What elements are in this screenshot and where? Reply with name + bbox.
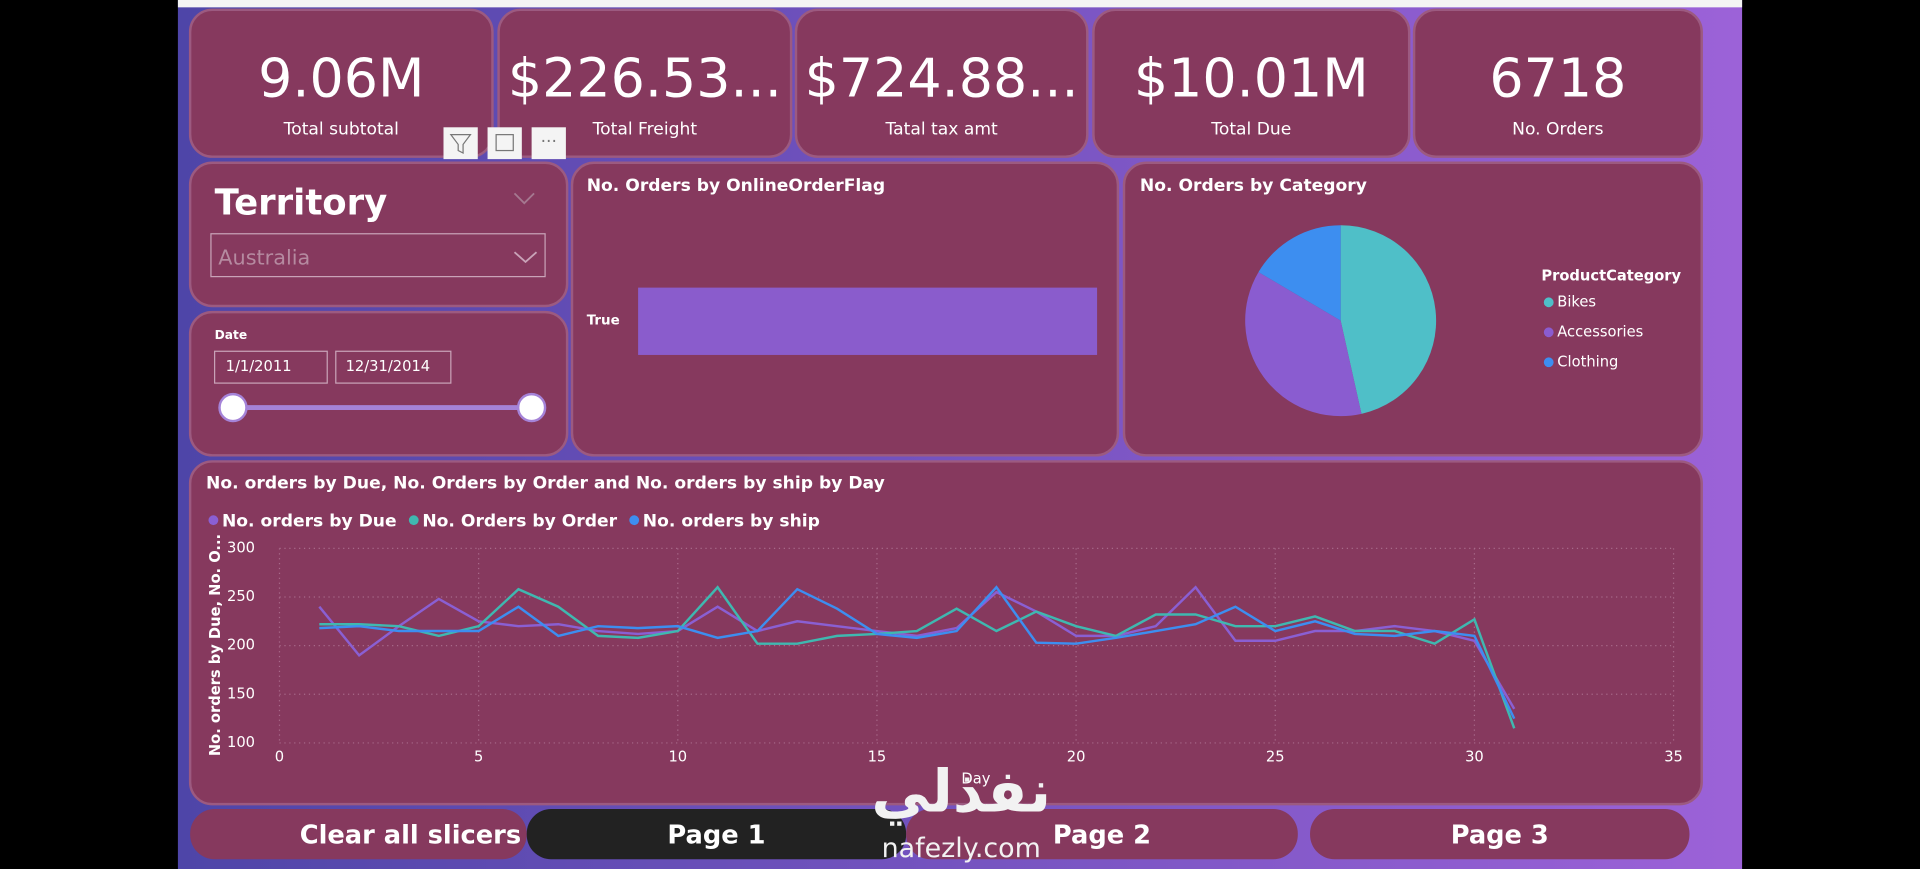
x-tick-label: 20 <box>1067 749 1086 766</box>
filter-icon[interactable] <box>443 127 478 160</box>
date-title: Date <box>215 328 248 342</box>
y-tick-label: 150 <box>227 685 255 702</box>
legend-title: ProductCategory <box>1541 268 1681 285</box>
pie-slice <box>1340 225 1437 414</box>
dropdown[interactable] <box>210 233 546 278</box>
line-series <box>318 585 1516 710</box>
x-tick-label: 5 <box>474 749 483 766</box>
legend-label: Bikes <box>1557 293 1596 310</box>
date-end[interactable]: 12/31/2014 <box>346 358 431 375</box>
nav-button[interactable]: Page 3 <box>1310 809 1690 860</box>
kpi-label: No. Orders <box>1512 120 1604 140</box>
line-series <box>319 585 1516 729</box>
legend-dot <box>1543 297 1554 308</box>
y-tick-label: 200 <box>227 637 255 654</box>
legend-label: No. Orders by Order <box>422 511 617 531</box>
x-tick-label: 15 <box>868 749 887 766</box>
nav-button[interactable]: Page 2 <box>906 809 1298 860</box>
more-icon[interactable] <box>531 127 566 160</box>
x-tick-label: 0 <box>275 749 284 766</box>
nav-button[interactable]: Clear all slicers <box>190 809 527 860</box>
kpi-label: Total Freight <box>592 120 698 140</box>
x-tick-label: 35 <box>1664 749 1683 766</box>
nav-button[interactable]: Page 1 <box>526 809 907 860</box>
x-tick-label: 30 <box>1465 749 1484 766</box>
x-tick-label: 25 <box>1266 749 1285 766</box>
plot: TrueBikesAccessoriesClothing100150200250… <box>208 225 1683 766</box>
watermark-logo: نفذلي <box>871 757 1051 827</box>
watermark-site: nafezly.com <box>882 833 1041 864</box>
x-tick-label: 10 <box>668 749 687 766</box>
date-end-box[interactable] <box>335 350 452 384</box>
kpi-label: Total subtotal <box>283 120 399 140</box>
legend-label: No. orders by Due <box>222 511 397 531</box>
x-axis-title: Day <box>961 771 990 788</box>
dropdown-value[interactable]: Australia <box>218 245 310 269</box>
dropdown-arrow <box>513 251 538 264</box>
bar-category: True <box>587 314 620 329</box>
focus-glyph <box>495 134 514 152</box>
legend-dot <box>629 515 640 526</box>
slider-handle[interactable] <box>516 392 547 423</box>
button-label: Page 3 <box>1451 820 1549 850</box>
card <box>794 8 1089 158</box>
slicer-title: Territory <box>215 182 388 223</box>
pie-slice <box>1245 272 1362 417</box>
kpi-value: $226.53... <box>508 47 782 110</box>
kpi-label: Tatal tax amt <box>885 120 998 140</box>
more-glyph: ··· <box>541 132 557 152</box>
line-series <box>319 585 1516 720</box>
legend-label: Clothing <box>1557 353 1618 370</box>
card <box>497 8 793 158</box>
kpi-value: 6718 <box>1489 47 1626 110</box>
top-strip <box>177 0 1743 8</box>
kpi-value: 9.06M <box>258 47 424 110</box>
pie-title: No. Orders by Category <box>1140 176 1367 196</box>
date-start[interactable]: 1/1/2011 <box>226 358 292 375</box>
button-label: Page 2 <box>1053 820 1151 850</box>
pie-slice <box>1258 225 1341 321</box>
button-bg <box>1310 809 1690 860</box>
legend-label: No. orders by ship <box>643 511 820 531</box>
kpi-label: Total Due <box>1210 120 1291 140</box>
legend-label: Accessories <box>1557 323 1643 340</box>
kpi-value: $724.88... <box>805 47 1079 110</box>
y-axis-title: No. orders by Due, No. O... <box>207 534 224 756</box>
button-bg <box>190 809 527 860</box>
collapse-icon[interactable] <box>513 192 535 205</box>
bar-title: No. Orders by OnlineOrderFlag <box>587 176 885 196</box>
bar <box>638 287 1098 355</box>
legend-dot <box>408 515 419 526</box>
button-bg <box>526 809 907 860</box>
date-start-box[interactable] <box>214 350 328 384</box>
y-tick-label: 100 <box>227 734 255 751</box>
legend-dot <box>1543 357 1554 368</box>
y-tick-label: 250 <box>227 588 255 605</box>
card <box>1092 8 1411 158</box>
slider-handle[interactable] <box>218 392 248 423</box>
button-label: Page 1 <box>667 820 765 850</box>
line-title: No. orders by Due, No. Orders by Order a… <box>206 473 885 493</box>
nav-buttons: Clear all slicers Page 1 Page 2 Page 3 <box>190 809 1690 860</box>
button-bg <box>906 809 1298 860</box>
legend-dot <box>208 515 219 526</box>
filter-glyph <box>449 134 472 154</box>
focus-icon[interactable] <box>487 127 522 160</box>
card <box>188 8 494 158</box>
y-tick-label: 300 <box>227 539 255 556</box>
legend-dot <box>1543 327 1554 338</box>
kpi-value: $10.01M <box>1134 47 1369 110</box>
button-label: Clear all slicers <box>300 820 521 850</box>
card <box>1412 8 1703 158</box>
